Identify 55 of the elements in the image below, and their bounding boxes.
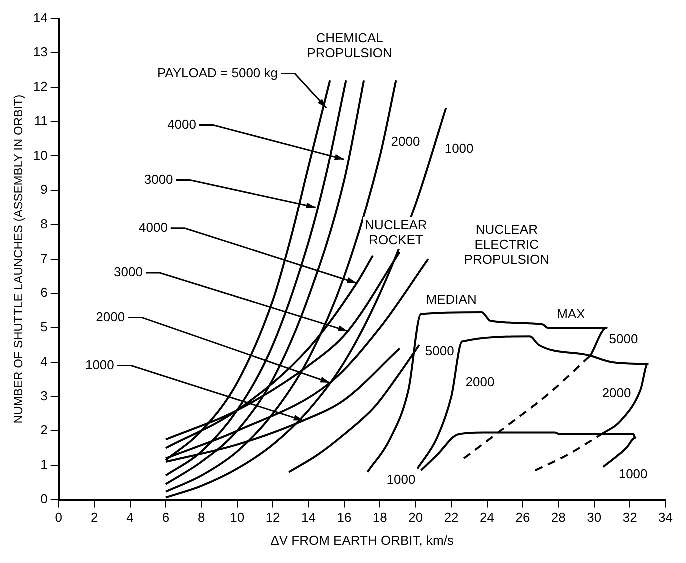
y-tick-label: 14 (33, 10, 48, 26)
annotation: 2000 (391, 134, 420, 150)
x-tick-label: 20 (408, 510, 424, 526)
x-tick-label: 18 (372, 510, 388, 526)
y-tick-label: 4 (40, 354, 48, 369)
x-tick-label: 34 (658, 510, 674, 526)
y-tick-label: 2 (40, 422, 48, 438)
x-tick-label: 0 (55, 510, 62, 526)
annotation: 4000 (168, 116, 196, 132)
annotation: NUCLEAR ELECTRIC PROPULSION (464, 222, 550, 268)
x-tick-label: 26 (516, 510, 530, 526)
y-tick-label: 7 (40, 250, 48, 266)
x-tick-label: 30 (587, 510, 602, 526)
annotation: 2000 (602, 385, 632, 400)
x-tick-label: 24 (480, 510, 494, 526)
y-tick-label: 9 (40, 182, 48, 198)
y-tick-label: 3 (40, 388, 48, 404)
y-tick-label: 12 (33, 79, 48, 94)
x-tick-label: 10 (230, 510, 245, 526)
annotation: 2000 (466, 374, 495, 390)
y-tick-label: 10 (33, 148, 48, 163)
x-tick-label: 6 (162, 510, 170, 526)
annotation: 2000 (96, 309, 126, 324)
x-tick-label: 12 (266, 510, 280, 526)
x-tick-label: 16 (337, 510, 352, 526)
x-tick-label: 4 (126, 510, 134, 526)
y-tick-label: 6 (40, 285, 48, 300)
x-tick-label: 2 (90, 510, 98, 526)
x-tick-label: 22 (444, 510, 459, 526)
annotation: NUCLEAR ROCKET (365, 218, 428, 248)
annotation: 1000 (85, 357, 114, 372)
annotation: 4000 (139, 220, 168, 235)
annotation: 3000 (114, 264, 143, 280)
annotation: 1000 (386, 472, 416, 488)
y-tick-label: 0 (40, 491, 48, 506)
y-tick-label: 13 (33, 44, 48, 60)
annotation: PAYLOAD = 5000 kg (157, 65, 278, 80)
annotation: 5000 (425, 344, 454, 359)
y-tick-label: 5 (40, 320, 48, 335)
annotation: 1000 (618, 466, 648, 482)
annotation: MEDIAN (426, 292, 477, 307)
annotation: 5000 (609, 331, 638, 346)
x-tick-label: 28 (551, 510, 566, 526)
x-axis-title: ΔV FROM EARTH ORBIT, km/s (270, 532, 454, 548)
annotation: MAX (557, 306, 586, 322)
y-tick-label: 1 (40, 457, 48, 472)
annotation: CHEMICAL PROPULSION (307, 30, 392, 60)
x-tick-label: 32 (622, 510, 638, 526)
y-tick-label: 8 (40, 216, 48, 232)
y-axis-title: NUMBER OF SHUTTLE LAUNCHES (ASSEMBLY IN ORBIT) (12, 94, 26, 424)
annotation: 3000 (144, 172, 174, 187)
x-tick-label: 14 (302, 510, 316, 526)
x-tick-label: 8 (198, 510, 206, 526)
annotation: 1000 (444, 140, 474, 156)
y-tick-label: 11 (34, 113, 48, 128)
